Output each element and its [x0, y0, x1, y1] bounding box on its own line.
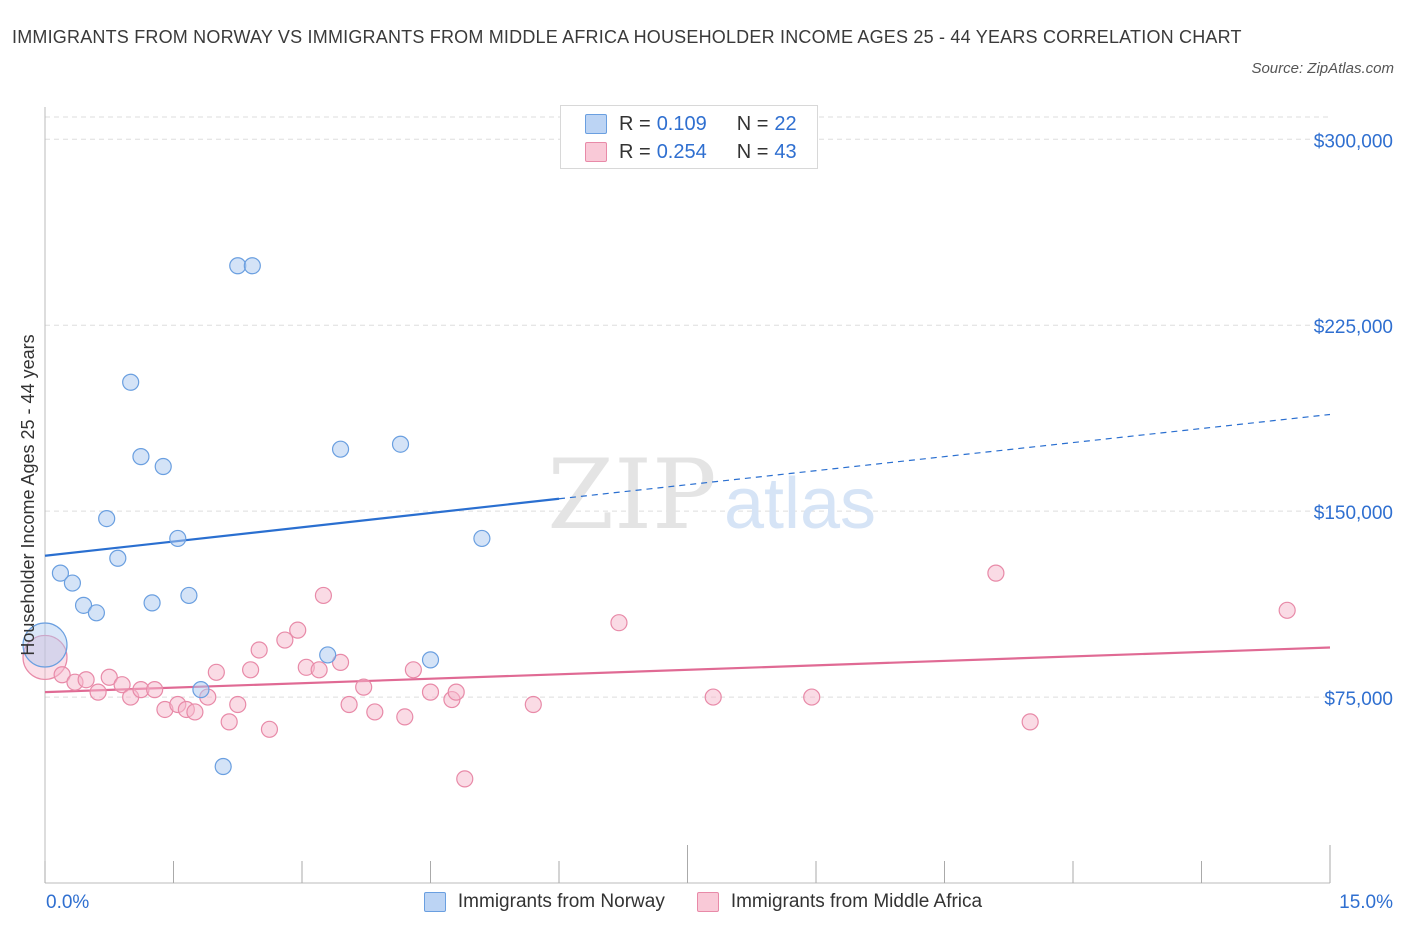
africa-point: [366, 703, 384, 721]
norway-point: [473, 529, 491, 548]
africa-point: [186, 703, 204, 721]
norway-point: [391, 435, 410, 453]
norway-point: [51, 564, 70, 582]
africa-point: [242, 661, 260, 679]
legend-n-value: 22: [774, 112, 797, 135]
africa-point: [220, 713, 238, 731]
legend-swatch-norway: [585, 114, 607, 134]
africa-point: [146, 681, 164, 699]
africa-point: [113, 676, 131, 694]
y-tick-label: $225,000: [1314, 317, 1393, 338]
africa-point: [396, 708, 414, 726]
africa-point: [77, 671, 95, 689]
africa-point: [803, 688, 821, 706]
africa-point: [355, 678, 373, 696]
norway-point: [319, 646, 337, 664]
y-tick-label: $300,000: [1314, 131, 1393, 152]
africa-point: [447, 683, 465, 701]
africa-point: [1021, 713, 1039, 731]
africa-point: [987, 564, 1005, 582]
legend-n-label: N =: [736, 112, 769, 135]
africa-trend-line: [44, 646, 1331, 694]
norway-point: [192, 681, 210, 699]
legend-box: R = 0.109 N = 22 R = 0.254 N = 43: [560, 105, 818, 169]
axes: [44, 107, 1331, 884]
africa-point: [207, 663, 225, 681]
y-axis-label: Householder Income Ages 25 - 44 years: [18, 334, 38, 655]
legend-row-africa: R = 0.254 N = 43: [585, 139, 797, 165]
africa-point: [89, 683, 107, 701]
legend-r-value: 0.254: [656, 140, 707, 163]
africa-point: [610, 614, 628, 632]
y-tick-label: $150,000: [1314, 503, 1393, 524]
africa-point: [1278, 601, 1296, 619]
legend-r-label: R =: [619, 140, 651, 163]
africa-point: [704, 688, 722, 706]
legend-row-norway: R = 0.109 N = 22: [585, 111, 797, 137]
norway-point: [22, 622, 68, 668]
data-points: [22, 257, 1296, 788]
norway-point: [169, 529, 187, 548]
africa-point: [229, 695, 247, 714]
legend-label-norway: Immigrants from Norway: [457, 891, 665, 912]
africa-point: [250, 641, 268, 659]
norway-point: [98, 509, 116, 528]
norway-point: [331, 440, 350, 458]
tick-labels: $75,000 $150,000 $225,000 $300,000 0.0% 15.0%: [46, 131, 1393, 913]
norway-point: [132, 448, 150, 466]
source-label: Source: ZipAtlas.com: [1251, 60, 1394, 77]
africa-point: [340, 695, 358, 714]
legend-n-value: 43: [774, 140, 797, 163]
norway-point: [421, 651, 440, 669]
legend-r-label: R =: [619, 112, 651, 135]
norway-point: [229, 257, 247, 275]
africa-point: [524, 695, 542, 714]
africa-point: [314, 586, 333, 605]
norway-point: [214, 757, 232, 776]
norway-point: [63, 574, 82, 592]
grid: [45, 116, 1330, 698]
norway-point: [122, 373, 140, 391]
legend-label-africa: Immigrants from Middle Africa: [730, 891, 983, 912]
x-tick-label: 15.0%: [1339, 892, 1393, 913]
bottom-legend: Immigrants from Norway Immigrants from M…: [0, 888, 1406, 916]
norway-point: [154, 457, 172, 476]
africa-point: [310, 661, 328, 679]
norway-point: [180, 586, 198, 605]
watermark: ZIP atlas: [547, 439, 876, 551]
norway-point: [243, 257, 261, 275]
legend-swatch-norway: [423, 892, 446, 912]
norway-trend-line: [44, 497, 560, 557]
norway-point: [87, 604, 106, 622]
legend-n-label: N =: [736, 140, 769, 163]
legend-item-norway[interactable]: Immigrants from Norway: [423, 891, 665, 913]
norway-point: [109, 549, 127, 567]
watermark-zip: ZIP: [547, 439, 716, 551]
norway-point: [143, 594, 161, 612]
legend-r-value: 0.109: [656, 112, 707, 135]
legend-swatch-africa: [696, 892, 719, 912]
y-tick-label: $75,000: [1324, 689, 1393, 710]
africa-point: [421, 683, 440, 701]
trend-lines: [44, 413, 1331, 694]
africa-point: [100, 668, 118, 686]
africa-point: [331, 653, 350, 671]
watermark-atlas: atlas: [724, 464, 876, 544]
legend-item-africa[interactable]: Immigrants from Middle Africa: [696, 891, 983, 913]
africa-point: [404, 661, 422, 679]
africa-point: [22, 634, 68, 681]
x-tick-label: 0.0%: [46, 892, 89, 913]
norway-trend-line-extension: [558, 413, 1331, 500]
legend-swatch-africa: [585, 142, 607, 162]
norway-point: [74, 596, 93, 614]
africa-point: [53, 666, 71, 684]
africa-point: [276, 631, 294, 649]
africa-point: [260, 720, 279, 738]
africa-point: [456, 770, 474, 788]
chart-title: IMMIGRANTS FROM NORWAY VS IMMIGRANTS FRO…: [12, 27, 1242, 47]
africa-point: [289, 621, 307, 639]
